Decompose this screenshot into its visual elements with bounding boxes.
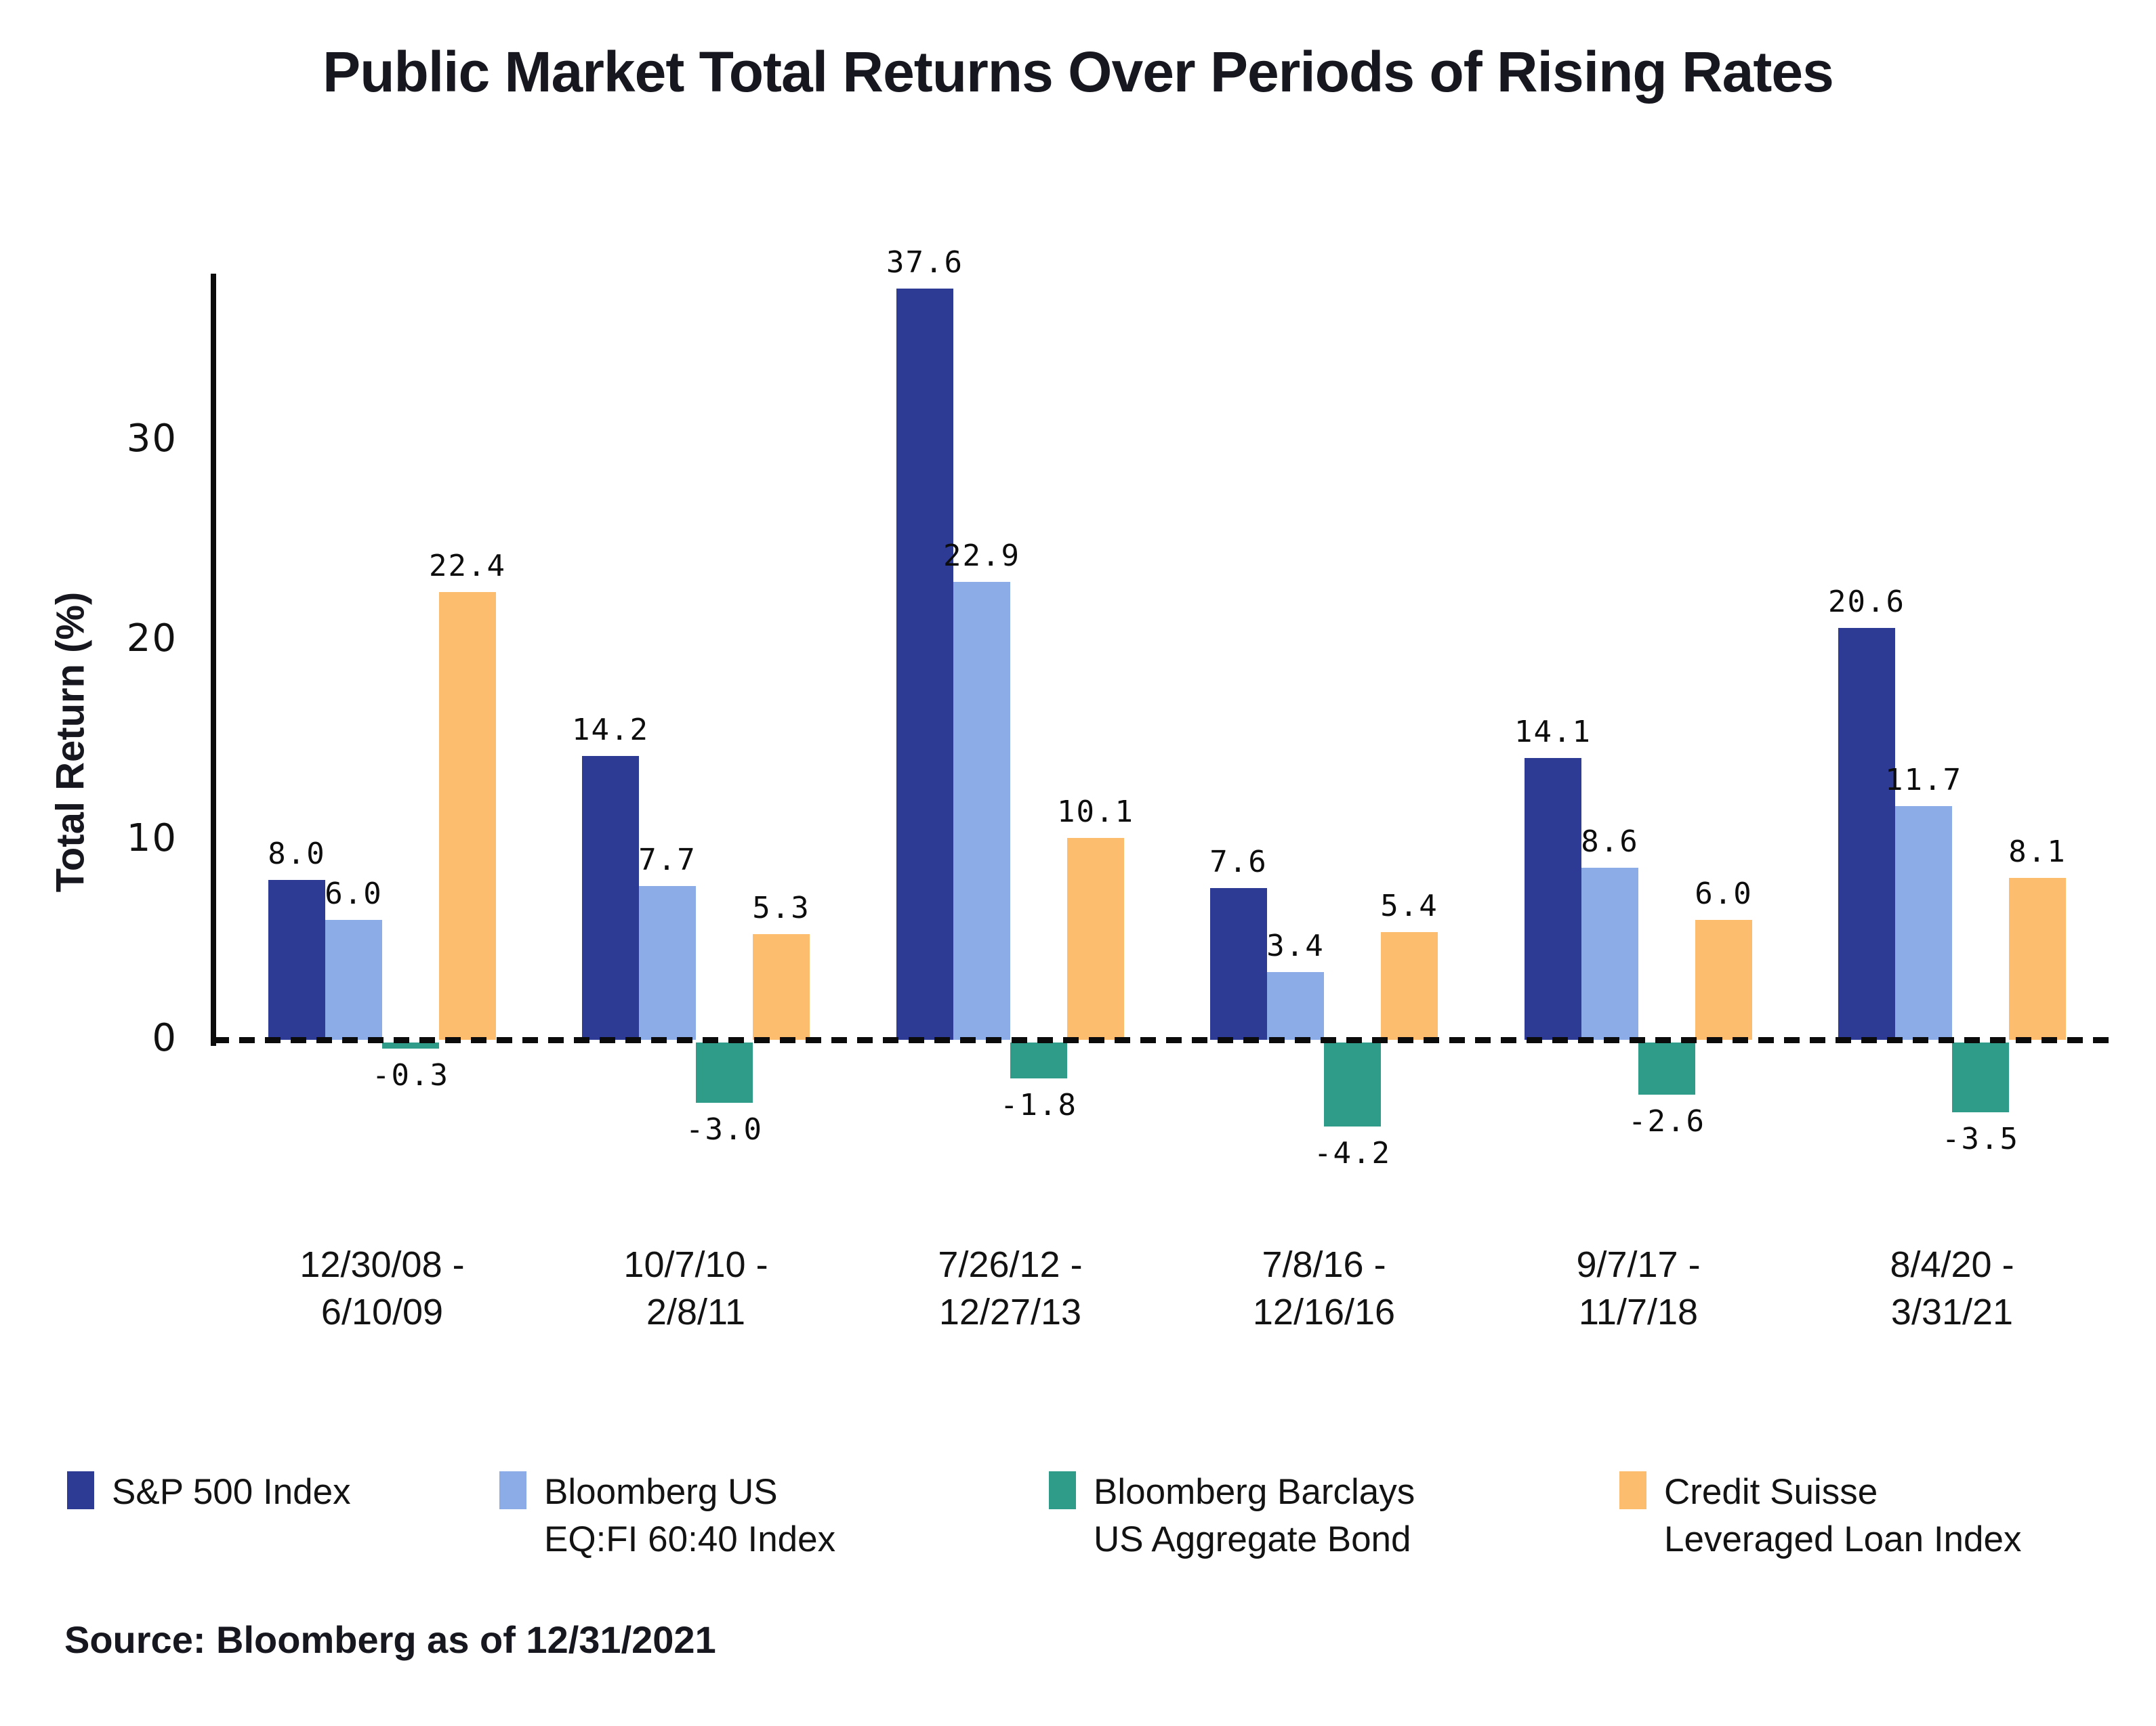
x-category-line1: 10/7/10 - (623, 1244, 768, 1285)
y-tick-label-30: 30 (126, 417, 178, 461)
bar-bloomberg-us-eq-fi-60-40-index-5 (1895, 805, 1952, 1040)
x-category-label-0: 12/30/08 - 6/10/09 (206, 1241, 558, 1336)
legend-label: Bloomberg US EQ:FI 60:40 Index (544, 1469, 924, 1563)
bar-value-label: 14.2 (572, 713, 649, 748)
bar-value-label: 37.6 (886, 245, 963, 280)
y-tick-label-0: 0 (152, 1016, 178, 1060)
bar-bloomberg-barclays-us-aggregate-bond-3 (1324, 1043, 1381, 1127)
legend-swatch-icon (67, 1471, 94, 1509)
x-category-line1: 9/7/17 - (1576, 1244, 1701, 1285)
bar-bloomberg-barclays-us-aggregate-bond-0 (382, 1043, 439, 1049)
bar-value-label: 3.4 (1266, 928, 1325, 963)
x-category-line1: 7/8/16 - (1262, 1244, 1386, 1285)
legend-label-line: Leveraged Loan Index (1664, 1519, 2022, 1559)
y-tick-label-10: 10 (126, 816, 178, 860)
chart-title: Public Market Total Returns Over Periods… (323, 40, 1834, 104)
bar-value-label: 7.6 (1209, 844, 1268, 879)
bar-value-label: 8.6 (1581, 824, 1639, 860)
bar-bloomberg-us-eq-fi-60-40-index-4 (1581, 868, 1638, 1040)
y-tick-label-20: 20 (126, 616, 178, 660)
x-category-line1: 12/30/08 - (299, 1244, 465, 1285)
legend-label-line: US Aggregate Bond (1094, 1519, 1411, 1559)
x-category-label-1: 10/7/10 - 2/8/11 (520, 1241, 872, 1336)
bar-value-label: -3.5 (1942, 1122, 2019, 1157)
x-category-label-3: 7/8/16 - 12/16/16 (1148, 1241, 1500, 1336)
x-category-label-2: 7/26/12 - 12/27/13 (834, 1241, 1186, 1336)
bar-value-label: 5.3 (752, 890, 810, 925)
bar-value-label: 22.9 (943, 539, 1020, 574)
bar-bloomberg-us-eq-fi-60-40-index-3 (1267, 971, 1324, 1040)
bar-value-label: -3.0 (686, 1112, 763, 1147)
x-category-label-4: 9/7/17 - 11/7/18 (1462, 1241, 1815, 1336)
legend-swatch-icon (1619, 1471, 1646, 1509)
bar-value-label: 6.0 (1695, 877, 1753, 911)
legend-label-line: Bloomberg Barclays (1094, 1472, 1415, 1512)
x-category-line2: 2/8/11 (646, 1292, 746, 1332)
bar-value-label: 8.0 (268, 837, 326, 871)
bar-value-label: 11.7 (1885, 762, 1962, 797)
legend-label: Bloomberg Barclays US Aggregate Bond (1094, 1469, 1473, 1563)
bar-credit-suisse-leveraged-loan-index-2 (1067, 838, 1124, 1040)
bar-value-label: -1.8 (1000, 1088, 1077, 1123)
bar-value-label: 20.6 (1828, 585, 1905, 620)
source-note: Source: Bloomberg as of 12/31/2021 (64, 1618, 716, 1661)
bar-value-label: 8.1 (2008, 835, 2067, 870)
bar-value-label: 6.0 (325, 877, 383, 911)
bar-bloomberg-us-eq-fi-60-40-index-2 (953, 582, 1010, 1040)
x-category-line2: 6/10/09 (320, 1292, 444, 1332)
bar-value-label: -0.3 (372, 1057, 449, 1093)
bar-value-label: 10.1 (1057, 795, 1134, 830)
y-axis-title: Total Return (%) (48, 591, 93, 893)
legend-label-line: S&P 500 Index (112, 1472, 351, 1512)
bar-s-p-500-index-0 (268, 880, 325, 1040)
x-category-line1: 8/4/20 - (1890, 1244, 2014, 1285)
x-category-label-5: 8/4/20 - 3/31/21 (1776, 1241, 2128, 1336)
legend-label: Credit Suisse Leveraged Loan Index (1664, 1469, 2044, 1563)
x-category-line2: 12/27/13 (938, 1292, 1082, 1332)
x-category-line2: 11/7/18 (1578, 1292, 1699, 1332)
bar-credit-suisse-leveraged-loan-index-1 (753, 933, 810, 1040)
zero-baseline-dotted-line (213, 1037, 2115, 1043)
bar-s-p-500-index-5 (1838, 628, 1895, 1040)
y-axis-line (211, 274, 216, 1046)
bar-credit-suisse-leveraged-loan-index-0 (439, 592, 496, 1040)
bar-s-p-500-index-2 (896, 288, 953, 1040)
bar-bloomberg-barclays-us-aggregate-bond-1 (696, 1043, 753, 1103)
bar-bloomberg-us-eq-fi-60-40-index-0 (325, 920, 382, 1040)
bar-s-p-500-index-1 (582, 756, 639, 1040)
bar-value-label: 7.7 (638, 842, 697, 877)
bar-bloomberg-us-eq-fi-60-40-index-1 (639, 885, 696, 1040)
bar-bloomberg-barclays-us-aggregate-bond-2 (1010, 1043, 1067, 1079)
bar-credit-suisse-leveraged-loan-index-5 (2009, 878, 2066, 1040)
bar-bloomberg-barclays-us-aggregate-bond-4 (1638, 1043, 1695, 1095)
x-category-line1: 7/26/12 - (938, 1244, 1083, 1285)
bar-value-label: 14.1 (1514, 715, 1592, 750)
bar-value-label: -4.2 (1314, 1135, 1391, 1171)
bar-value-label: 5.4 (1380, 888, 1438, 923)
bar-s-p-500-index-4 (1525, 758, 1581, 1040)
bar-value-label: 22.4 (429, 549, 506, 584)
legend-label: S&P 500 Index (112, 1469, 491, 1516)
legend-label-line: Bloomberg US (544, 1472, 778, 1512)
bar-credit-suisse-leveraged-loan-index-3 (1381, 931, 1438, 1040)
bar-bloomberg-barclays-us-aggregate-bond-5 (1952, 1043, 2009, 1113)
legend-swatch-icon (1049, 1471, 1076, 1509)
legend-swatch-icon (499, 1471, 526, 1509)
bar-s-p-500-index-3 (1210, 887, 1267, 1040)
bar-value-label: -2.6 (1628, 1103, 1705, 1139)
bar-credit-suisse-leveraged-loan-index-4 (1695, 920, 1752, 1040)
legend-label-line: EQ:FI 60:40 Index (544, 1519, 836, 1559)
x-category-line2: 3/31/21 (1890, 1292, 2014, 1332)
x-category-line2: 12/16/16 (1252, 1292, 1396, 1332)
legend-label-line: Credit Suisse (1664, 1472, 1878, 1512)
